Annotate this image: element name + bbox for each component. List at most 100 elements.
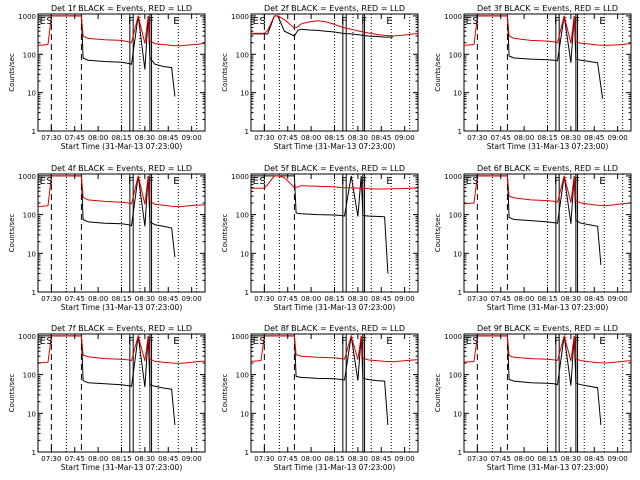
y-tick-label: 100 xyxy=(236,372,249,380)
series-line-events xyxy=(38,175,176,258)
flag-label: F xyxy=(574,16,580,27)
y-tick-label: 10 xyxy=(240,250,249,258)
flag-label: S xyxy=(259,16,265,27)
flag-label: E xyxy=(466,16,472,27)
panel-title: Det 7f BLACK = Events, RED = LLD xyxy=(51,324,192,333)
x-tick-label: 07:45 xyxy=(491,295,511,303)
flag-label: E xyxy=(40,336,46,347)
series-line-lld xyxy=(37,175,206,208)
flag-label: E xyxy=(173,176,179,187)
y-tick-label: 100 xyxy=(236,212,249,220)
y-tick-label: 1000 xyxy=(231,13,249,21)
flag-label: F xyxy=(554,336,560,347)
x-tick-label: 08:15 xyxy=(537,295,557,303)
flag-label: E xyxy=(173,16,179,27)
x-tick-label: 08:30 xyxy=(135,455,155,463)
flag-label: S xyxy=(46,16,52,27)
y-tick-label: 100 xyxy=(236,51,249,59)
y-tick-label: 100 xyxy=(449,212,462,220)
x-tick-label: 08:00 xyxy=(301,134,321,142)
y-tick-label: 1000 xyxy=(18,13,36,21)
panel-title: Det 1f BLACK = Events, RED = LLD xyxy=(51,4,192,13)
flag-label: F xyxy=(148,16,154,27)
x-tick-label: 09:00 xyxy=(182,455,202,463)
plot-frame xyxy=(37,173,206,293)
series-line-lld xyxy=(250,334,419,363)
x-tick-label: 08:15 xyxy=(324,134,344,142)
flag-label: E xyxy=(173,336,179,347)
series-line-events xyxy=(38,335,176,426)
x-tick-label: 08:00 xyxy=(514,134,534,142)
x-tick-label: 08:45 xyxy=(584,295,604,303)
plot-frame xyxy=(250,333,419,453)
x-tick-label: 08:30 xyxy=(135,295,155,303)
x-tick-label: 07:45 xyxy=(65,134,85,142)
flag-label: E xyxy=(386,16,392,27)
x-tick-label: 08:00 xyxy=(88,455,108,463)
y-axis-label: Counts/sec xyxy=(434,214,442,253)
x-tick-label: 07:30 xyxy=(41,134,61,142)
y-axis-label: Counts/sec xyxy=(221,214,229,253)
panel-title: Det 9f BLACK = Events, RED = LLD xyxy=(477,324,618,333)
x-tick-label: 08:15 xyxy=(537,134,557,142)
x-tick-label: 09:00 xyxy=(395,455,415,463)
flag-label: F xyxy=(574,336,580,347)
x-tick-label: 09:00 xyxy=(608,134,628,142)
flag-label: F xyxy=(148,176,154,187)
x-tick-label: 07:30 xyxy=(41,295,61,303)
x-tick-label: 08:30 xyxy=(348,455,368,463)
flag-label: F xyxy=(128,16,134,27)
x-tick-label: 07:30 xyxy=(254,455,274,463)
x-tick-label: 08:45 xyxy=(371,455,391,463)
x-tick-label: 08:45 xyxy=(158,134,178,142)
y-axis-label: Counts/sec xyxy=(221,53,229,92)
x-tick-label: 08:15 xyxy=(111,134,131,142)
x-axis-label: Start Time (31-Mar-13 07:23:00) xyxy=(487,303,609,312)
x-axis-label: Start Time (31-Mar-13 07:23:00) xyxy=(61,463,183,472)
y-tick-label: 1000 xyxy=(231,333,249,341)
x-axis-label: Start Time (31-Mar-13 07:23:00) xyxy=(61,303,183,312)
x-tick-label: 08:30 xyxy=(348,295,368,303)
series-line-events xyxy=(464,335,602,426)
flag-label: E xyxy=(599,336,605,347)
flag-label: F xyxy=(361,16,367,27)
y-tick-label: 100 xyxy=(449,372,462,380)
panel-title: Det 4f BLACK = Events, RED = LLD xyxy=(51,164,192,173)
x-tick-label: 08:00 xyxy=(514,295,534,303)
plot-frame xyxy=(463,173,632,293)
x-tick-label: 08:15 xyxy=(324,455,344,463)
y-tick-label: 1000 xyxy=(444,13,462,21)
x-tick-label: 07:30 xyxy=(467,295,487,303)
series-line-lld xyxy=(463,15,632,46)
panel-title: Det 5f BLACK = Events, RED = LLD xyxy=(264,164,405,173)
flag-label: S xyxy=(472,16,478,27)
x-tick-label: 07:45 xyxy=(491,134,511,142)
y-tick-label: 1 xyxy=(32,449,36,457)
y-axis-label: Counts/sec xyxy=(8,214,16,253)
x-tick-label: 09:00 xyxy=(395,295,415,303)
y-tick-label: 10 xyxy=(27,250,36,258)
x-tick-label: 09:00 xyxy=(608,295,628,303)
y-axis-label: Counts/sec xyxy=(221,374,229,413)
y-tick-label: 1 xyxy=(245,289,249,297)
x-tick-label: 08:00 xyxy=(88,134,108,142)
flag-label: E xyxy=(386,176,392,187)
x-tick-label: 08:45 xyxy=(158,455,178,463)
x-tick-label: 08:30 xyxy=(561,134,581,142)
x-tick-label: 07:45 xyxy=(278,455,298,463)
x-tick-label: 09:00 xyxy=(395,134,415,142)
flag-label: E xyxy=(599,176,605,187)
series-line-events xyxy=(251,335,389,426)
series-line-lld xyxy=(251,15,419,37)
y-tick-label: 100 xyxy=(23,212,36,220)
flag-label: E xyxy=(599,16,605,27)
y-tick-label: 1000 xyxy=(444,173,462,181)
x-axis-label: Start Time (31-Mar-13 07:23:00) xyxy=(487,463,609,472)
x-axis-label: Start Time (31-Mar-13 07:23:00) xyxy=(274,142,396,151)
x-axis-label: Start Time (31-Mar-13 07:23:00) xyxy=(61,142,183,151)
y-axis-label: Counts/sec xyxy=(8,374,16,413)
